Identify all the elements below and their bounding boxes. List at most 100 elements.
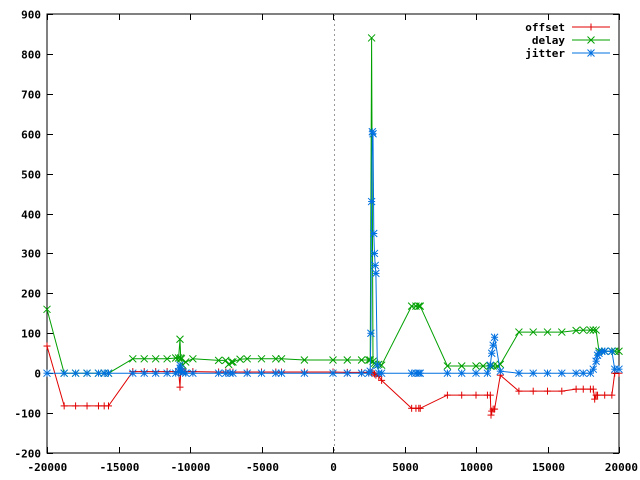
jitter-point	[496, 367, 505, 376]
offset-point	[491, 405, 499, 413]
jitter-point	[483, 369, 492, 378]
delay-point	[189, 354, 197, 363]
delay-point	[496, 360, 505, 369]
jitter-point	[443, 369, 452, 378]
jitter-point	[83, 369, 91, 378]
jitter-point	[370, 249, 379, 258]
x-tick-label: -10000	[171, 461, 211, 474]
delay-point	[277, 354, 286, 363]
jitter-point	[140, 369, 149, 378]
plot-frame	[46, 13, 620, 454]
y-tick-label: 300	[21, 248, 41, 261]
jitter-point	[600, 347, 609, 356]
jitter-point	[486, 361, 495, 370]
offset-point	[43, 342, 51, 350]
delay-point	[128, 354, 137, 363]
jitter-point	[357, 369, 366, 378]
delay-point	[177, 354, 186, 363]
delay-point	[529, 328, 538, 336]
delay-point	[543, 328, 552, 336]
jitter-point	[592, 357, 600, 366]
jitter-point	[579, 369, 588, 378]
legend-marker-jitter	[587, 49, 595, 57]
delay-point	[479, 362, 488, 370]
delay-point	[364, 356, 373, 364]
jitter-point	[515, 369, 523, 378]
legend-label-offset: offset	[525, 21, 565, 34]
offset-point	[515, 387, 523, 395]
jitter-point	[128, 369, 137, 378]
y-tick-label: 900	[21, 9, 41, 22]
y-tick-label: 400	[21, 209, 41, 222]
jitter-point	[369, 229, 378, 238]
axis-ticks: -200 -100 0 100 200 300 400 500 600 700 800 900 -200…	[15, 9, 639, 475]
offset-point	[83, 402, 91, 410]
jitter-point	[377, 369, 386, 378]
jitter-point	[71, 369, 80, 378]
jitter-point	[589, 365, 598, 374]
jitter-point	[416, 369, 425, 378]
offset-point	[458, 391, 466, 399]
delay-point	[140, 354, 149, 363]
y-tick-label: 100	[21, 328, 41, 341]
offset-point	[370, 370, 378, 378]
offset-point	[591, 395, 599, 403]
jitter-point	[214, 369, 223, 378]
offset-point	[104, 402, 112, 410]
offset-point	[487, 411, 495, 419]
jitter-point	[472, 369, 480, 378]
delay-point	[229, 358, 237, 366]
jitter-point	[371, 261, 380, 270]
offset-point	[558, 387, 566, 395]
delay-point	[414, 302, 423, 310]
y-tick-label: -100	[15, 408, 42, 421]
series-jitter	[43, 127, 623, 378]
jitter-point	[189, 369, 197, 378]
delay-point	[367, 34, 376, 42]
delay-point	[174, 354, 183, 362]
delay-point	[572, 326, 580, 335]
offset-point	[579, 385, 587, 393]
delay-point	[472, 362, 480, 370]
delay-point	[176, 335, 184, 344]
delay-point	[271, 354, 280, 363]
delay-point	[43, 305, 51, 314]
y-tick-label: -200	[15, 448, 42, 461]
delay-point	[592, 326, 600, 334]
offset-point	[443, 391, 451, 399]
x-tick-label: -15000	[100, 461, 140, 474]
delay-point	[416, 302, 425, 310]
legend-marker-delay	[587, 36, 595, 44]
delay-point	[221, 356, 230, 365]
offset-point	[589, 385, 597, 393]
jitter-point	[300, 369, 309, 378]
offset-point	[176, 383, 184, 391]
delay-point	[300, 356, 309, 364]
delay-point	[579, 326, 588, 334]
delay-point	[343, 356, 352, 364]
legend-label-jitter: jitter	[525, 47, 565, 60]
delay-point	[151, 354, 160, 363]
offset-point	[60, 402, 68, 410]
jitter-point	[457, 369, 466, 378]
delay-point	[243, 354, 252, 363]
jitter-point	[586, 369, 595, 378]
jitter-point	[151, 369, 160, 378]
jitter-point	[329, 369, 337, 378]
jitter-point	[369, 129, 377, 138]
jitter-point	[372, 269, 380, 278]
jitter-point	[607, 347, 616, 356]
jitter-point	[257, 369, 266, 378]
legend-marker-offset	[587, 23, 595, 31]
jitter-point	[243, 369, 252, 378]
delay-point	[257, 354, 266, 363]
series-layer	[43, 34, 623, 419]
delay-point	[227, 358, 236, 366]
x-tick-label: 10000	[460, 461, 493, 474]
jitter-point	[366, 367, 375, 376]
offset-point	[378, 376, 386, 384]
jitter-point	[229, 369, 237, 378]
y-tick-label: 700	[21, 89, 41, 102]
